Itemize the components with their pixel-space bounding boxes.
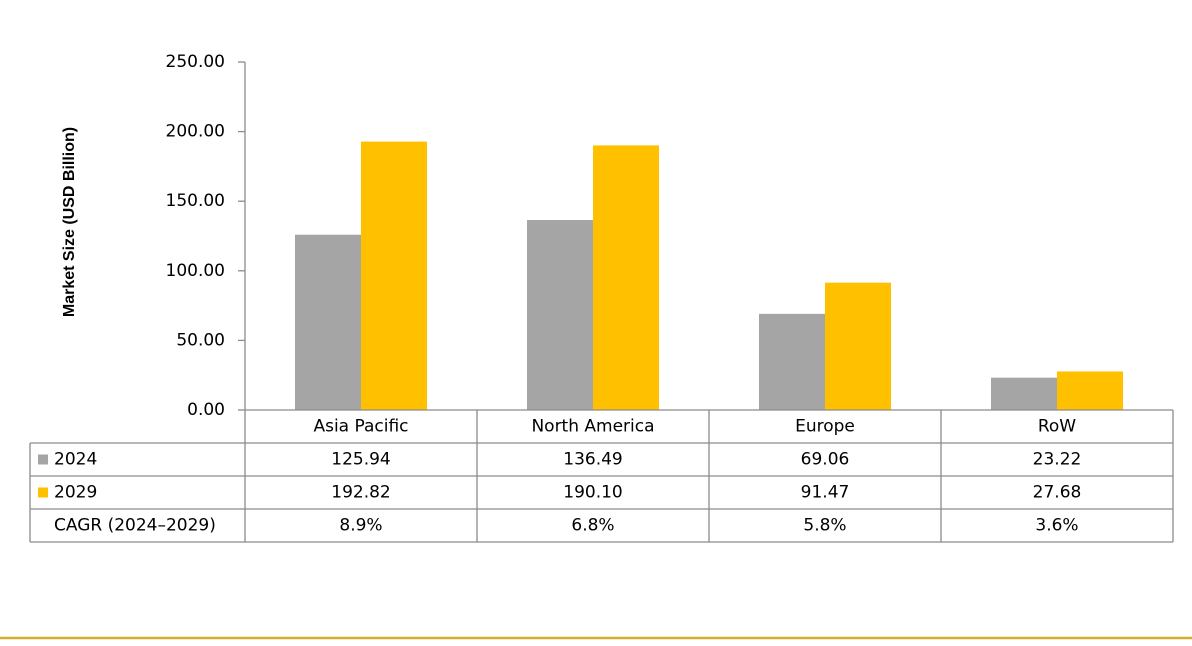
table-value: 192.82 bbox=[331, 483, 390, 503]
table-value: 27.68 bbox=[1033, 483, 1082, 503]
bar bbox=[991, 377, 1057, 410]
table-value: 6.8% bbox=[571, 516, 614, 536]
table-value: 3.6% bbox=[1035, 516, 1078, 536]
legend-label: 2024 bbox=[54, 450, 97, 470]
y-tick-label: 150.00 bbox=[166, 191, 225, 211]
table-value: 91.47 bbox=[801, 483, 850, 503]
table-value: 190.10 bbox=[563, 483, 622, 503]
table-value: 5.8% bbox=[803, 516, 846, 536]
y-tick-label: 200.00 bbox=[166, 122, 225, 142]
bar bbox=[295, 234, 361, 410]
y-tick-label: 100.00 bbox=[166, 261, 225, 281]
table-value: 8.9% bbox=[339, 516, 382, 536]
bar bbox=[759, 313, 825, 410]
table-row-label: CAGR (2024–2029) bbox=[54, 516, 216, 536]
x-tick-label: RoW bbox=[1038, 417, 1076, 437]
x-tick-label: Europe bbox=[795, 417, 855, 437]
bar bbox=[361, 141, 427, 411]
table-value: 125.94 bbox=[331, 450, 390, 470]
x-tick-label: North America bbox=[531, 417, 654, 437]
legend-key bbox=[38, 454, 48, 465]
x-tick-label: Asia Pacific bbox=[313, 417, 408, 437]
bar bbox=[825, 282, 891, 410]
legend-label: 2029 bbox=[54, 483, 97, 503]
y-tick-label: 50.00 bbox=[176, 330, 225, 350]
bar bbox=[1057, 371, 1123, 410]
legend-key bbox=[38, 487, 48, 498]
table-value: 69.06 bbox=[801, 450, 850, 470]
bar bbox=[527, 220, 593, 410]
bar bbox=[593, 145, 659, 410]
y-tick-label: 0.00 bbox=[187, 400, 225, 420]
y-axis-label: Market Size (USD Billion) bbox=[61, 127, 78, 317]
table-value: 136.49 bbox=[563, 450, 622, 470]
y-tick-label: 250.00 bbox=[166, 52, 225, 72]
table-value: 23.22 bbox=[1033, 450, 1082, 470]
